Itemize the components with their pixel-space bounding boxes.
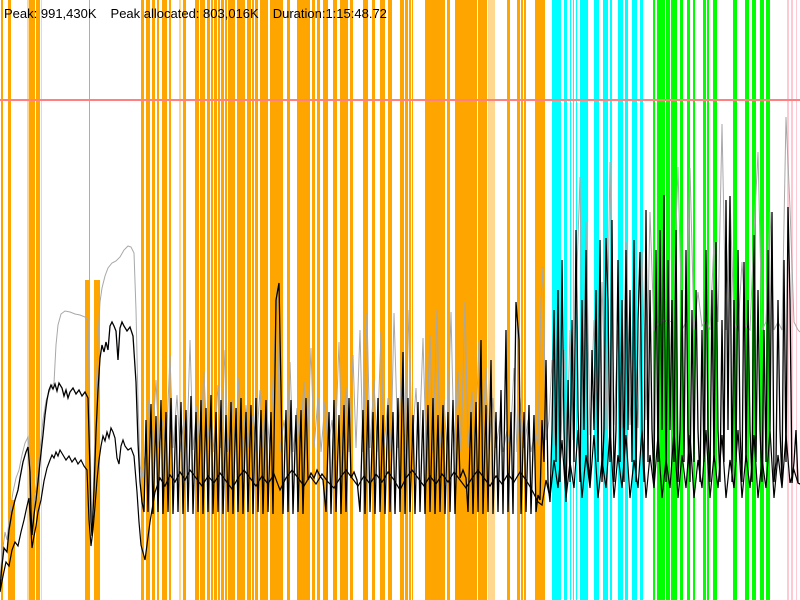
event-bar <box>195 0 199 600</box>
event-bar <box>693 0 695 600</box>
event-bar <box>333 0 337 600</box>
event-bar <box>146 0 150 600</box>
event-bar <box>89 0 90 600</box>
event-bar <box>228 0 235 600</box>
event-bar <box>36 0 40 600</box>
gray-trace <box>0 116 800 579</box>
event-bar <box>796 0 797 600</box>
event-bar <box>687 0 690 600</box>
event-bar <box>207 0 210 600</box>
peak-stat: Peak: 991,430K <box>4 6 97 21</box>
event-bar <box>521 0 523 600</box>
event-bar <box>312 0 315 600</box>
event-bar <box>733 0 737 600</box>
event-bar <box>703 0 706 600</box>
event-bar <box>141 0 144 600</box>
event-bar <box>85 280 90 600</box>
event-bar <box>425 0 445 600</box>
event-bar <box>478 0 487 600</box>
event-bar <box>1 0 3 600</box>
event-bar <box>380 0 385 600</box>
event-bar <box>152 0 155 600</box>
event-bar <box>237 0 245 600</box>
event-bar <box>535 0 545 600</box>
event-bar <box>524 0 526 600</box>
event-bar <box>580 0 588 600</box>
event-bar <box>27 0 29 600</box>
event-bar <box>29 0 35 600</box>
event-bar <box>287 0 290 600</box>
event-bar <box>94 280 100 600</box>
peak-allocated-stat: Peak allocated: 803,016K <box>110 6 259 21</box>
event-bar <box>8 0 11 600</box>
event-bar <box>218 0 220 600</box>
event-bar <box>183 0 186 600</box>
event-bar <box>317 0 320 600</box>
event-bar <box>507 0 510 600</box>
event-bar <box>260 0 268 600</box>
event-bar <box>225 0 227 600</box>
event-bar <box>214 0 217 600</box>
event-bar <box>179 0 181 600</box>
event-bar <box>760 0 764 600</box>
event-bar <box>488 0 495 600</box>
event-bar <box>791 0 793 600</box>
event-bar <box>573 0 574 600</box>
event-bar <box>745 0 749 600</box>
event-bar <box>363 0 368 600</box>
event-bar <box>200 0 205 600</box>
duration-stat: Duration:1:15:48.72 <box>272 6 387 21</box>
event-bar <box>221 0 224 600</box>
event-bar <box>41 0 42 600</box>
event-bar <box>11 500 15 600</box>
event-bar <box>570 0 571 600</box>
event-bar <box>405 0 408 600</box>
event-bar <box>552 0 561 600</box>
event-bar <box>409 0 411 600</box>
traces-layer <box>0 116 800 593</box>
event-bar <box>157 0 159 600</box>
event-bar <box>447 0 450 600</box>
event-bar <box>350 0 353 600</box>
event-bar <box>787 0 789 600</box>
event-bar <box>707 0 709 600</box>
event-bar <box>252 0 254 600</box>
black-upper-trace <box>0 194 800 589</box>
event-bar <box>255 0 258 600</box>
event-bar <box>162 0 167 600</box>
event-bar <box>211 0 213 600</box>
event-bar <box>340 0 348 600</box>
event-bar <box>640 0 643 600</box>
event-bar <box>412 0 413 600</box>
event-bar <box>372 0 375 600</box>
event-bar <box>169 0 171 600</box>
event-bar <box>247 0 251 600</box>
stats-header: Peak: 991,430K Peak allocated: 803,016K Du… <box>4 6 401 21</box>
event-bar <box>517 0 520 600</box>
event-bar <box>400 0 404 600</box>
event-bar <box>564 0 567 600</box>
event-bar <box>653 0 655 600</box>
event-bar <box>618 0 623 600</box>
event-bar <box>323 0 328 600</box>
event-bar <box>388 0 392 600</box>
